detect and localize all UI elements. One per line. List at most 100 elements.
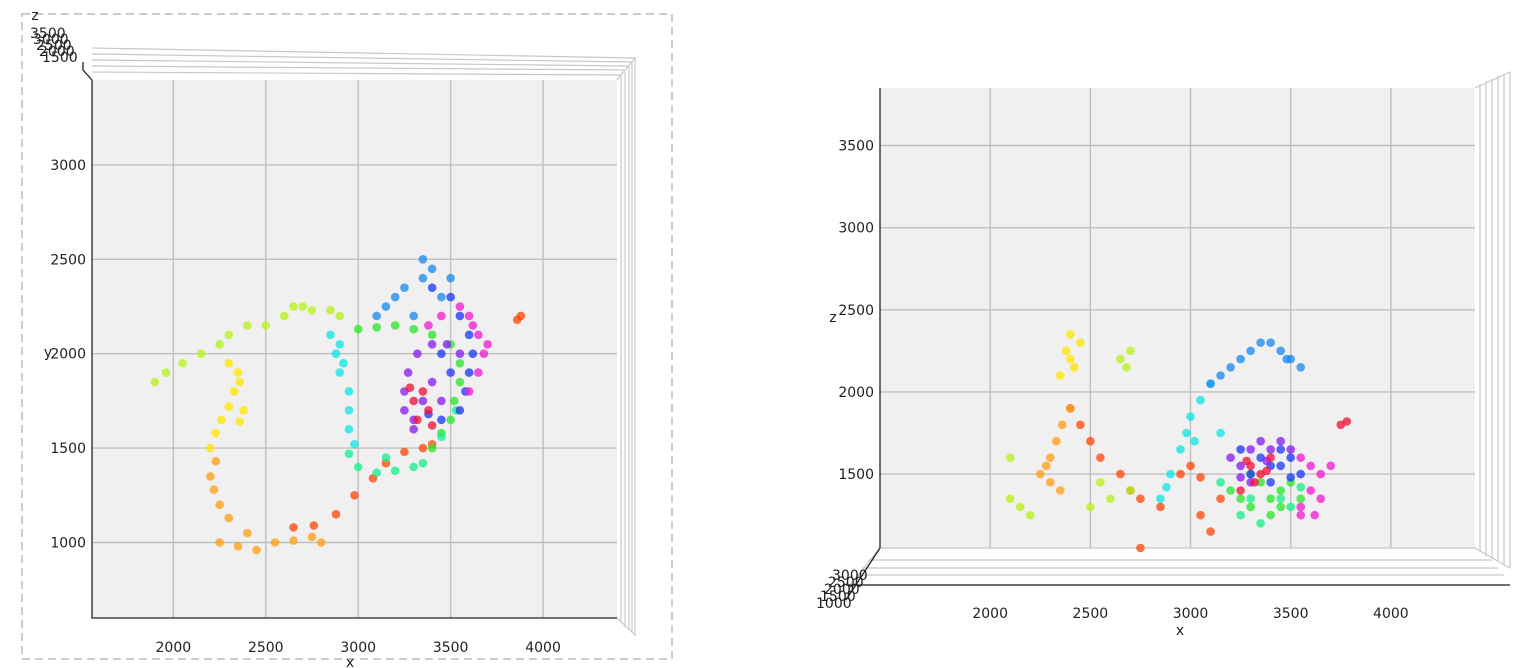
left-z-tick-label: 3000 xyxy=(33,32,69,48)
right-scatter-point xyxy=(1276,461,1285,471)
left-scatter-point xyxy=(409,424,418,434)
left-scatter-point xyxy=(442,339,452,349)
left-scatter-point xyxy=(427,330,437,340)
right-scatter-point xyxy=(1236,461,1245,471)
left-scatter-point xyxy=(307,532,317,542)
right-scatter-point xyxy=(1216,371,1225,380)
left-scatter-point xyxy=(464,368,474,377)
right-scatter-point xyxy=(1286,445,1295,454)
right-scatter-point xyxy=(1266,453,1275,462)
left-depth-lines xyxy=(91,47,636,637)
right-scatter-point xyxy=(1226,362,1235,372)
left-scatter-point xyxy=(446,368,455,377)
left-scatter-point xyxy=(446,273,455,283)
left-scatter-point xyxy=(233,541,243,551)
left-scatter-point xyxy=(242,321,252,330)
right-scatter-point xyxy=(1096,453,1105,462)
left-scatter-point xyxy=(344,424,354,434)
left-x-axis-label: x xyxy=(346,655,354,668)
left-scatter-point xyxy=(381,302,391,311)
right-scatter-point xyxy=(1186,412,1195,421)
left-scatter-point xyxy=(424,321,433,330)
left-scatter-point xyxy=(427,377,437,387)
right-scatter-point xyxy=(1045,453,1055,462)
left-vertical-tick-label: 1500 xyxy=(50,441,86,457)
left-scatter-point xyxy=(372,468,381,477)
left-scatter-point xyxy=(215,538,224,547)
left-scatter-point xyxy=(230,387,239,396)
left-scatter-point xyxy=(455,349,465,359)
right-scatter-point xyxy=(1256,436,1265,446)
right-scatter-point xyxy=(1246,445,1255,454)
left-scatter-point xyxy=(353,324,363,334)
right-y-tick-label: 1000 xyxy=(816,596,852,612)
left-scatter-point xyxy=(372,311,381,321)
right-scatter-point xyxy=(1276,502,1285,512)
left-scatter-point xyxy=(455,311,465,321)
right-scatter-point xyxy=(1236,510,1245,520)
left-scatter-point xyxy=(235,417,245,426)
right-scatter-point xyxy=(1306,461,1316,471)
right-scatter-point xyxy=(1250,477,1259,487)
right-scatter-point xyxy=(1045,477,1055,487)
left-scatter-point xyxy=(390,321,400,330)
right-x-tick-label: 3000 xyxy=(1173,606,1209,622)
right-scatter-point xyxy=(1156,502,1165,512)
left-scatter-point xyxy=(409,311,418,321)
left-scatter-point xyxy=(455,406,465,415)
right-vertical-tick-label: 2000 xyxy=(838,385,874,401)
left-scatter-point xyxy=(409,324,418,334)
right-x-axis-label: x xyxy=(1176,623,1184,639)
left-scatter-point xyxy=(196,349,206,359)
right-scatter-point xyxy=(1156,494,1165,504)
right-scatter-point xyxy=(1266,477,1275,487)
left-vertical-tick-label: 1000 xyxy=(50,535,86,551)
right-scatter-point xyxy=(1182,428,1191,438)
left-scatter-point xyxy=(437,415,446,425)
right-scatter-point xyxy=(1216,494,1225,504)
right-scatter-point xyxy=(1310,510,1320,520)
left-scatter-point xyxy=(479,349,489,359)
left-scatter-point xyxy=(446,415,455,425)
left-scatter-point xyxy=(455,377,465,387)
right-scatter-point xyxy=(1136,494,1145,504)
right-scatter-point xyxy=(1216,428,1225,438)
left-scatter-point xyxy=(437,432,446,442)
left-scatter-point xyxy=(298,302,308,311)
left-scatter-point xyxy=(372,322,381,332)
left-scatter-point xyxy=(427,421,437,430)
right-y-tick-label: 1500 xyxy=(820,589,856,605)
right-scatter-point xyxy=(1066,354,1075,364)
left-y-axis-label: y xyxy=(44,345,52,361)
right-scatter-point xyxy=(1126,346,1135,356)
left-tick-labels: 2000 2500 3000 3500 400010001500200025003000… xyxy=(30,26,561,656)
left-scatter-point xyxy=(446,292,455,302)
left-scatter-point xyxy=(474,330,483,340)
left-scatter-point xyxy=(413,349,422,359)
left-scatter-point xyxy=(224,513,234,523)
right-scatter-point xyxy=(1286,453,1295,462)
left-z-tick-label: 2000 xyxy=(39,44,75,60)
left-scatter-point xyxy=(418,396,428,406)
left-scatter-point xyxy=(468,349,478,359)
left-scatter-point xyxy=(381,453,391,462)
left-scatter-point xyxy=(350,490,359,500)
right-scatter-point xyxy=(1106,494,1115,504)
right-scatter-point xyxy=(1176,445,1185,454)
right-scatter-point xyxy=(1025,510,1035,520)
left-scatter-point xyxy=(161,368,171,377)
left-scatter-point xyxy=(344,449,354,459)
left-scatter-point xyxy=(206,472,215,481)
right-scatter-point xyxy=(1062,346,1071,356)
right-vertical-tick-label: 1500 xyxy=(838,467,874,483)
right-scatter-point xyxy=(1262,466,1271,476)
left-scatter-point xyxy=(405,383,415,392)
left-scatter-point xyxy=(233,368,243,377)
left-z-tick-label: 2500 xyxy=(36,38,72,54)
right-scatter-point xyxy=(1236,494,1245,504)
left-scatter-point xyxy=(409,462,418,472)
left-scatter-point xyxy=(335,311,345,321)
right-scatter-point xyxy=(1056,371,1065,380)
left-scatter-point xyxy=(178,358,187,368)
left-scatter-point xyxy=(413,415,422,425)
